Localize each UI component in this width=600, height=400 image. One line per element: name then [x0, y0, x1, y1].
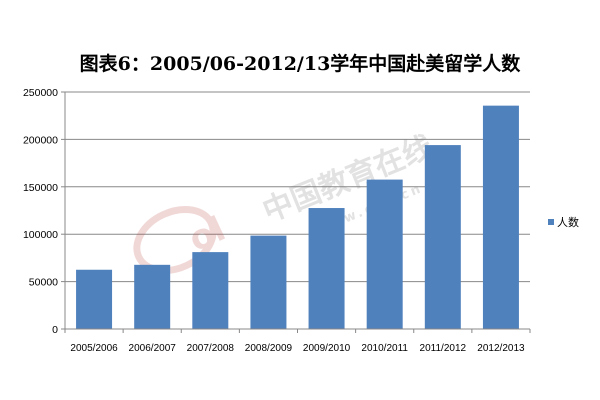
y-tick-label: 150000	[23, 182, 58, 194]
x-tick-label: 2005/2006	[70, 343, 118, 354]
legend: 人数	[548, 216, 579, 229]
x-tick-label: 2010/2011	[361, 343, 408, 354]
legend-swatch	[548, 219, 554, 225]
bar	[192, 252, 229, 329]
x-tick-label: 2007/2008	[187, 343, 235, 354]
bar	[250, 235, 287, 329]
y-tick-label: 100000	[23, 229, 58, 241]
legend-label: 人数	[557, 216, 579, 229]
chart-title: 图表6：2005/06-2012/13学年中国赴美留学人数	[80, 52, 522, 75]
bar	[76, 269, 113, 329]
x-tick-label: 2009/2010	[303, 343, 351, 354]
y-tick-label: 0	[52, 324, 58, 336]
y-tick-label: 250000	[23, 87, 58, 99]
bar	[366, 179, 403, 329]
bar	[424, 145, 461, 329]
bar	[308, 208, 345, 329]
y-tick-label: 50000	[29, 277, 58, 289]
bars	[76, 105, 519, 329]
y-tick-label: 200000	[23, 134, 58, 146]
x-tick-label: 2011/2012	[420, 343, 467, 354]
bar	[134, 264, 171, 329]
x-tick-label: 2006/2007	[129, 343, 177, 354]
x-tick-label: 2012/2013	[477, 343, 525, 354]
x-axis: 2005/2006 2006/2007 2007/2008 2008/2009 2009…	[64, 328, 531, 354]
y-axis: 0 50000 100000 150000 200000 250000	[23, 87, 66, 336]
x-tick-label: 2008/2009	[245, 343, 293, 354]
bar	[482, 105, 519, 329]
